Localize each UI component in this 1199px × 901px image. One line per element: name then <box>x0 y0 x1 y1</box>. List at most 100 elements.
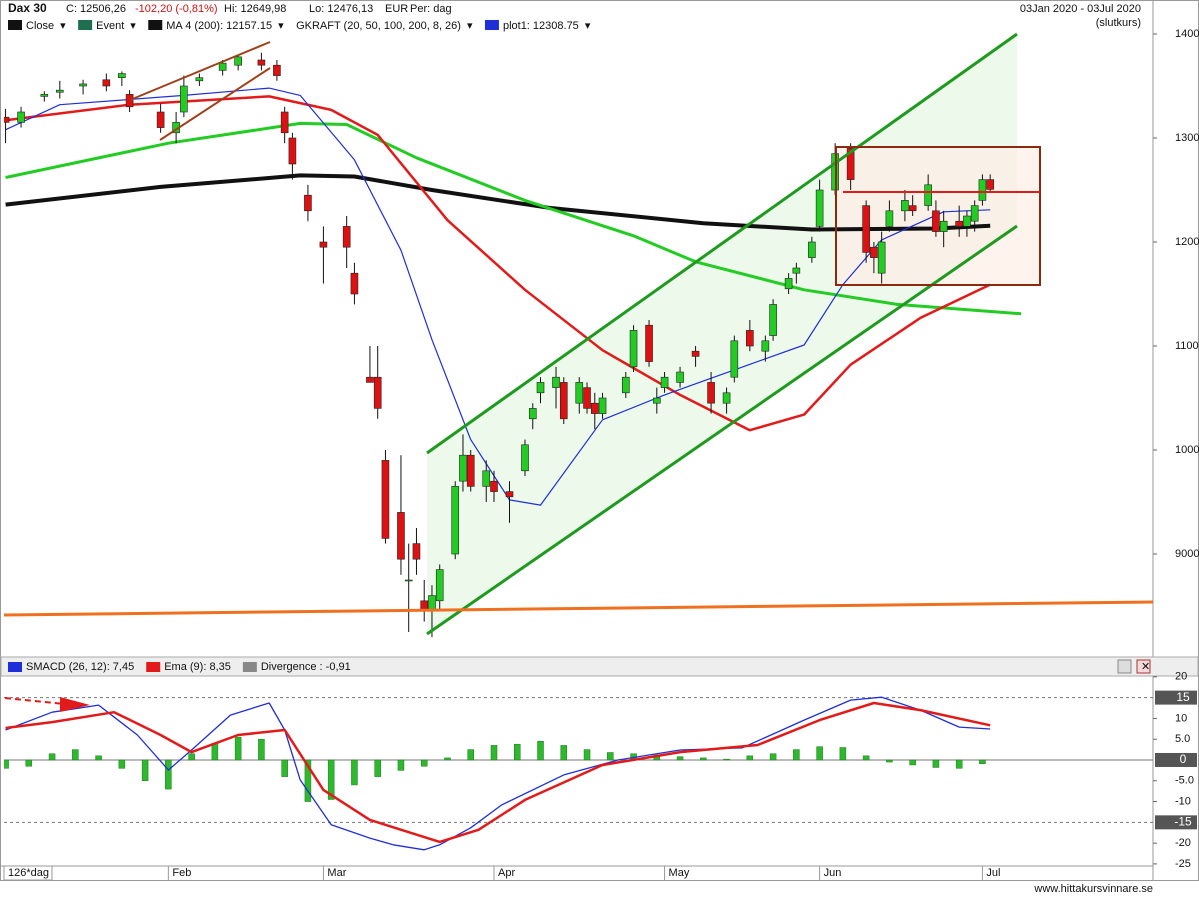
candle-body <box>955 220 963 227</box>
candle-body <box>730 340 739 378</box>
candle-body <box>521 444 529 472</box>
candle-body <box>575 382 584 404</box>
y-tick-label: 13000 <box>1175 132 1199 144</box>
histogram-bar <box>397 759 405 771</box>
histogram-bar <box>141 759 149 782</box>
y-tick-label: 14000 <box>1175 28 1199 40</box>
candle-body <box>180 85 188 113</box>
x-tick-label: Jun <box>824 867 842 879</box>
candle-body <box>932 210 940 232</box>
close-button[interactable] <box>1136 659 1151 674</box>
x-tick-label: Mar <box>327 867 346 879</box>
candle-body <box>629 330 638 368</box>
candle-body <box>505 491 514 498</box>
y-tick-label: 12000 <box>1175 236 1199 248</box>
candle-body <box>583 387 591 409</box>
legend-label: Event <box>96 20 124 32</box>
histogram-bar <box>211 743 219 761</box>
support-line <box>4 600 1153 617</box>
histogram-bar <box>909 759 916 766</box>
moving-average <box>5 95 991 432</box>
high-value: Hi: 12649,98 <box>224 3 286 15</box>
currency: EUR <box>385 3 408 15</box>
legend-label: MA 4 (200): 12157.15 <box>166 20 272 32</box>
legend-dropdown: ▾ <box>278 20 284 32</box>
candle-body <box>257 59 266 66</box>
candle-body <box>17 111 25 123</box>
candle-body <box>482 470 491 487</box>
candle-body <box>645 324 653 362</box>
histogram-bar <box>839 747 847 761</box>
candle-body <box>373 376 382 409</box>
y-tick-label: 10000 <box>1175 444 1199 456</box>
y-tick-label: -25 <box>1175 858 1191 870</box>
indicator-line <box>5 701 991 844</box>
date-range: 03Jan 2020 - 03Jul 2020 <box>1020 3 1141 15</box>
histogram-bar <box>560 745 568 761</box>
histogram-bar <box>886 759 893 763</box>
reference-label: -15 <box>1174 815 1192 829</box>
candle-body <box>79 83 87 87</box>
candle-body <box>653 397 661 404</box>
indicator-line <box>5 696 991 851</box>
histogram-bar <box>676 756 684 761</box>
y-tick-label: 9000 <box>1175 548 1199 560</box>
histogram-bar <box>793 749 800 761</box>
trend-line <box>129 41 271 101</box>
settings-button[interactable] <box>1117 659 1132 674</box>
candle-body <box>435 569 444 602</box>
candle-body <box>156 111 165 128</box>
x-tick-label: Feb <box>172 867 191 879</box>
histogram-bar <box>165 759 172 790</box>
histogram-bar <box>932 759 940 768</box>
y-tick-label: 11000 <box>1175 340 1199 352</box>
histogram-bar <box>490 745 498 761</box>
candle-body <box>963 215 971 227</box>
candle-body <box>559 382 568 420</box>
legend-swatch <box>146 662 161 672</box>
legend-label: GKRAFT (20, 50, 100, 200, 8, 26) <box>296 20 461 32</box>
candle-body <box>870 246 878 258</box>
histogram-bar <box>537 741 544 761</box>
close-value: C: 12506,26 <box>66 3 126 15</box>
candle-body <box>56 89 64 93</box>
legend-dropdown: ▾ <box>467 20 473 32</box>
candle-body <box>381 460 390 539</box>
candle-body <box>769 304 777 336</box>
candle-body <box>784 278 793 290</box>
histogram-bar <box>955 759 963 769</box>
close-icon: ✕ <box>1141 661 1150 673</box>
moving-average <box>5 121 1022 316</box>
arrow-line <box>4 697 76 706</box>
reference-label: 15 <box>1176 690 1190 704</box>
histogram-bar <box>95 755 102 761</box>
histogram-bar <box>25 759 33 767</box>
candle-body <box>815 189 824 227</box>
candle-body <box>459 454 467 482</box>
histogram-bar <box>700 757 707 761</box>
candle-body <box>901 200 909 212</box>
price-plot <box>4 52 1022 638</box>
histogram-bar <box>583 749 591 761</box>
histogram-bar <box>4 759 9 769</box>
arrow-head <box>60 697 90 712</box>
period: Per: dag <box>410 3 452 15</box>
macd-plot <box>4 696 1153 851</box>
legend-swatch <box>148 20 163 30</box>
period-label: 126*dag <box>8 867 49 879</box>
x-tick-label: Apr <box>498 867 515 879</box>
histogram-bar <box>281 759 288 777</box>
histogram-bar <box>258 738 265 761</box>
histogram-bar <box>234 736 242 761</box>
drawings-top <box>4 32 1153 636</box>
histogram-bar <box>723 758 730 761</box>
candle-body <box>404 579 413 582</box>
histogram-bar <box>48 753 56 761</box>
x-tick-label: Jul <box>986 867 1000 879</box>
period-box <box>3 865 53 881</box>
legend-swatch <box>242 662 257 672</box>
candle-body <box>924 184 932 206</box>
reference-label-box <box>1155 752 1197 767</box>
legend-label: Close <box>26 20 54 32</box>
